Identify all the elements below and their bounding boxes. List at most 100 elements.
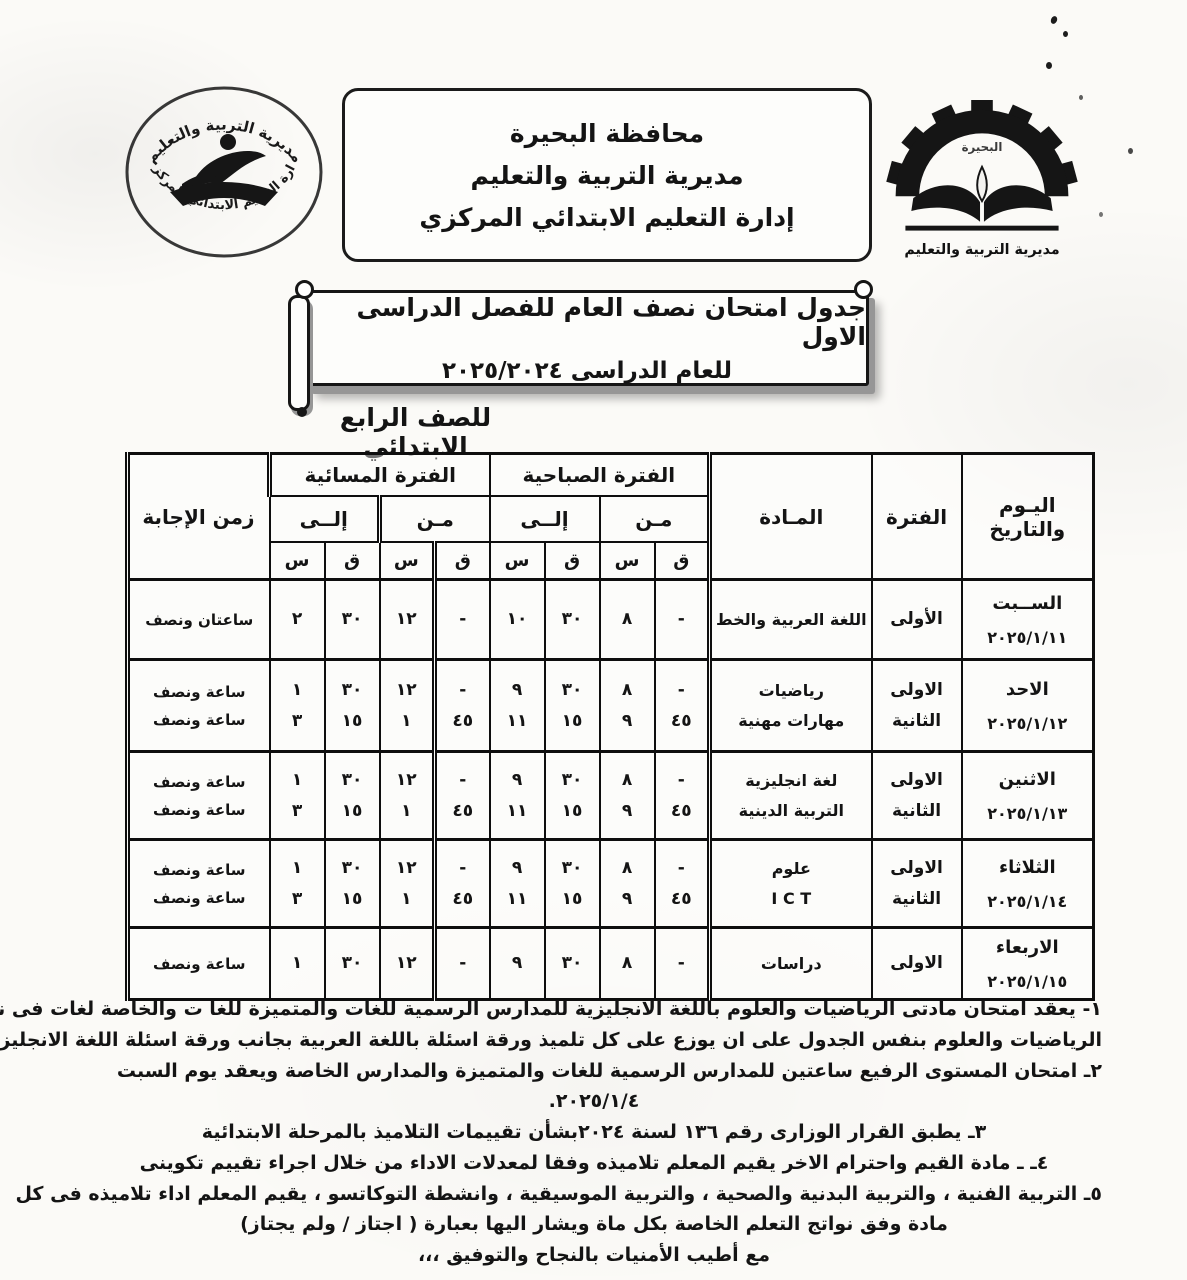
period-cell: الاولى الثانية [870, 658, 963, 753]
directorate-stamp: مديرية التربية والتعليم ادارة التعليم ال… [116, 71, 327, 262]
day-date-cell: الســبت ٢٠٢٥/١/١١ [960, 578, 1095, 661]
day-label: الاثنين [998, 768, 1056, 790]
morning-to-minutes-cell: ٣٠ [543, 926, 601, 1001]
morning-from-minutes-cell: - [653, 926, 711, 1001]
day-header-line2: والتاريخ [989, 516, 1066, 541]
morning-group-header: الفترة الصباحية [488, 452, 711, 497]
flame-icon [976, 164, 988, 203]
day-date-cell: الثلاثاء ٢٠٢٥/١/١٤ [960, 838, 1095, 929]
duration-label: ساعة ونصف [152, 682, 246, 701]
time-value: ٣٠ [341, 680, 363, 701]
period-label: الاولى [890, 770, 943, 791]
duration-label: ساعة ونصف [152, 888, 246, 907]
note-4: ٤ـ ـ مادة القيم واحترام الاخر يقيم المعل… [139, 1151, 1049, 1174]
hours-header: س [268, 540, 326, 581]
date-label: ٢٠٢٥/١/١١ [987, 627, 1068, 647]
duration-label: ساعتان ونصف [145, 610, 254, 629]
morning-from-minutes-cell: - ٤٥ [653, 750, 711, 841]
evening-to-header: إلــى [268, 494, 381, 543]
morning-to-hours-cell: ٩ ١١ [488, 750, 546, 841]
gear-caption: مديرية التربية والتعليم [904, 242, 1059, 258]
period-header: الفترة [870, 452, 963, 581]
table-row: الســبت ٢٠٢٥/١/١١ الأولى اللغة العربية و… [125, 578, 1095, 661]
note-5-line-1: ٥ـ التربية الفنية ، والتربية البدنية وال… [15, 1182, 1102, 1205]
morning-to-minutes-cell: ٣٠ ١٥ [543, 750, 601, 841]
time-value: ٣٠ [341, 953, 363, 974]
time-value: ١٢ [395, 680, 417, 701]
time-value: ١ [401, 710, 412, 731]
answer-time-cell: ساعة ونصف ساعة ونصف [125, 658, 271, 753]
duration-label: ساعة ونصف [152, 800, 246, 819]
time-value: - [677, 680, 685, 701]
evening-to-minutes-cell: ٣٠ [323, 926, 381, 1001]
answer-time-cell: ساعتان ونصف [125, 578, 271, 661]
title-banner: جدول امتحان نصف العام للفصل الدراسى الاو… [288, 280, 892, 417]
directorate-title: مديرية التربية والتعليم [470, 160, 744, 190]
time-value: - [459, 858, 467, 879]
time-value: ٩ [621, 710, 633, 731]
gear-inner-text: البحيرة [962, 140, 1003, 155]
day-label: الاربعاء [995, 936, 1059, 958]
morning-to-hours-cell: ٩ ١١ [488, 838, 546, 929]
day-label: الاحد [1005, 678, 1049, 700]
time-value: ١٠ [506, 609, 528, 630]
administration-title: إدارة التعليم الابتدائي المركزي [419, 202, 795, 232]
period-label: الثانية [891, 800, 942, 821]
time-value: ٣٠ [341, 858, 363, 879]
time-value: ٩ [621, 800, 633, 821]
table-row: الاحد ٢٠٢٥/١/١٢ الاولى الثانية رياضيات م… [125, 658, 1095, 753]
table-row: الاربعاء ٢٠٢٥/١/١٥ الاولى دراسات - ٨ ٣٠ … [125, 926, 1095, 1001]
banner-title-line2: للعام الدراسى ٢٠٢٥/٢٠٢٤ [441, 357, 733, 384]
day-label: الســبت [992, 592, 1063, 614]
subject-cell: دراسات [707, 926, 873, 1001]
answer-time-cell: ساعة ونصف [125, 926, 271, 1001]
time-value: - [677, 953, 685, 974]
header-box: محافظة البحيرة مديرية التربية والتعليم إ… [342, 88, 872, 262]
subject-cell: لغة انجليزية التربية الدينية [707, 750, 873, 841]
time-value: ٤٥ [452, 710, 474, 731]
subject-label: لغة انجليزية [745, 771, 838, 791]
day-label: الثلاثاء [998, 856, 1056, 878]
time-value: ١٥ [341, 888, 363, 909]
subject-header: المـادة [707, 452, 873, 581]
day-date-cell: الاحد ٢٠٢٥/١/١٢ [960, 658, 1095, 753]
time-value: ٩ [511, 858, 523, 879]
hours-header: س [488, 540, 546, 581]
evening-to-minutes-cell: ٣٠ ١٥ [323, 838, 381, 929]
footer-notes: ١- يعقد امتحان مادتى الرياضيات والعلوم ب… [0, 994, 1102, 1271]
time-value: ١ [291, 770, 303, 791]
day-header-line1: اليـوم [999, 492, 1056, 517]
period-cell: الأولى [870, 578, 963, 661]
morning-to-minutes-cell: ٣٠ ١٥ [543, 838, 601, 929]
time-value: ٤٥ [670, 888, 692, 909]
answer-time-cell: ساعة ونصف ساعة ونصف [125, 750, 271, 841]
period-label: الاولى [890, 858, 943, 879]
morning-from-minutes-cell: - ٤٥ [653, 658, 711, 753]
banner-title-line1: جدول امتحان نصف العام للفصل الدراسى الاو… [356, 292, 866, 351]
morning-from-hours-cell: ٨ [598, 926, 656, 1001]
time-value: ٣٠ [561, 609, 583, 630]
answer-time-header: زمن الإجابة [125, 452, 271, 581]
evening-from-hours-cell: ١٢ ١ [378, 750, 436, 841]
note-1-line-2: الرياضيات والعلوم بنفس الجدول على ان يوز… [0, 1028, 1102, 1051]
scan-speck [1079, 95, 1083, 100]
period-label: الأولى [890, 609, 943, 630]
day-date-cell: الاثنين ٢٠٢٥/١/١٣ [960, 750, 1095, 841]
evening-to-hours-cell: ١ ٣ [268, 750, 326, 841]
time-value: ٣٠ [561, 770, 583, 791]
time-value: ١١ [506, 888, 528, 909]
date-label: ٢٠٢٥/١/١٥ [987, 971, 1068, 991]
time-value: ٣٠ [561, 858, 583, 879]
evening-from-hours-cell: ١٢ ١ [378, 838, 436, 929]
time-value: ١ [291, 858, 303, 879]
time-value: ١٥ [561, 710, 583, 731]
time-value: - [459, 680, 467, 701]
time-value: ٨ [621, 770, 633, 791]
evening-to-hours-cell: ٢ [268, 578, 326, 661]
time-value: - [677, 770, 685, 791]
governorate-title: محافظة البحيرة [509, 118, 705, 148]
time-value: ١ [401, 888, 412, 909]
time-value: ١٢ [395, 770, 417, 791]
evening-to-hours-cell: ١ ٣ [268, 838, 326, 929]
time-value: - [677, 858, 685, 879]
